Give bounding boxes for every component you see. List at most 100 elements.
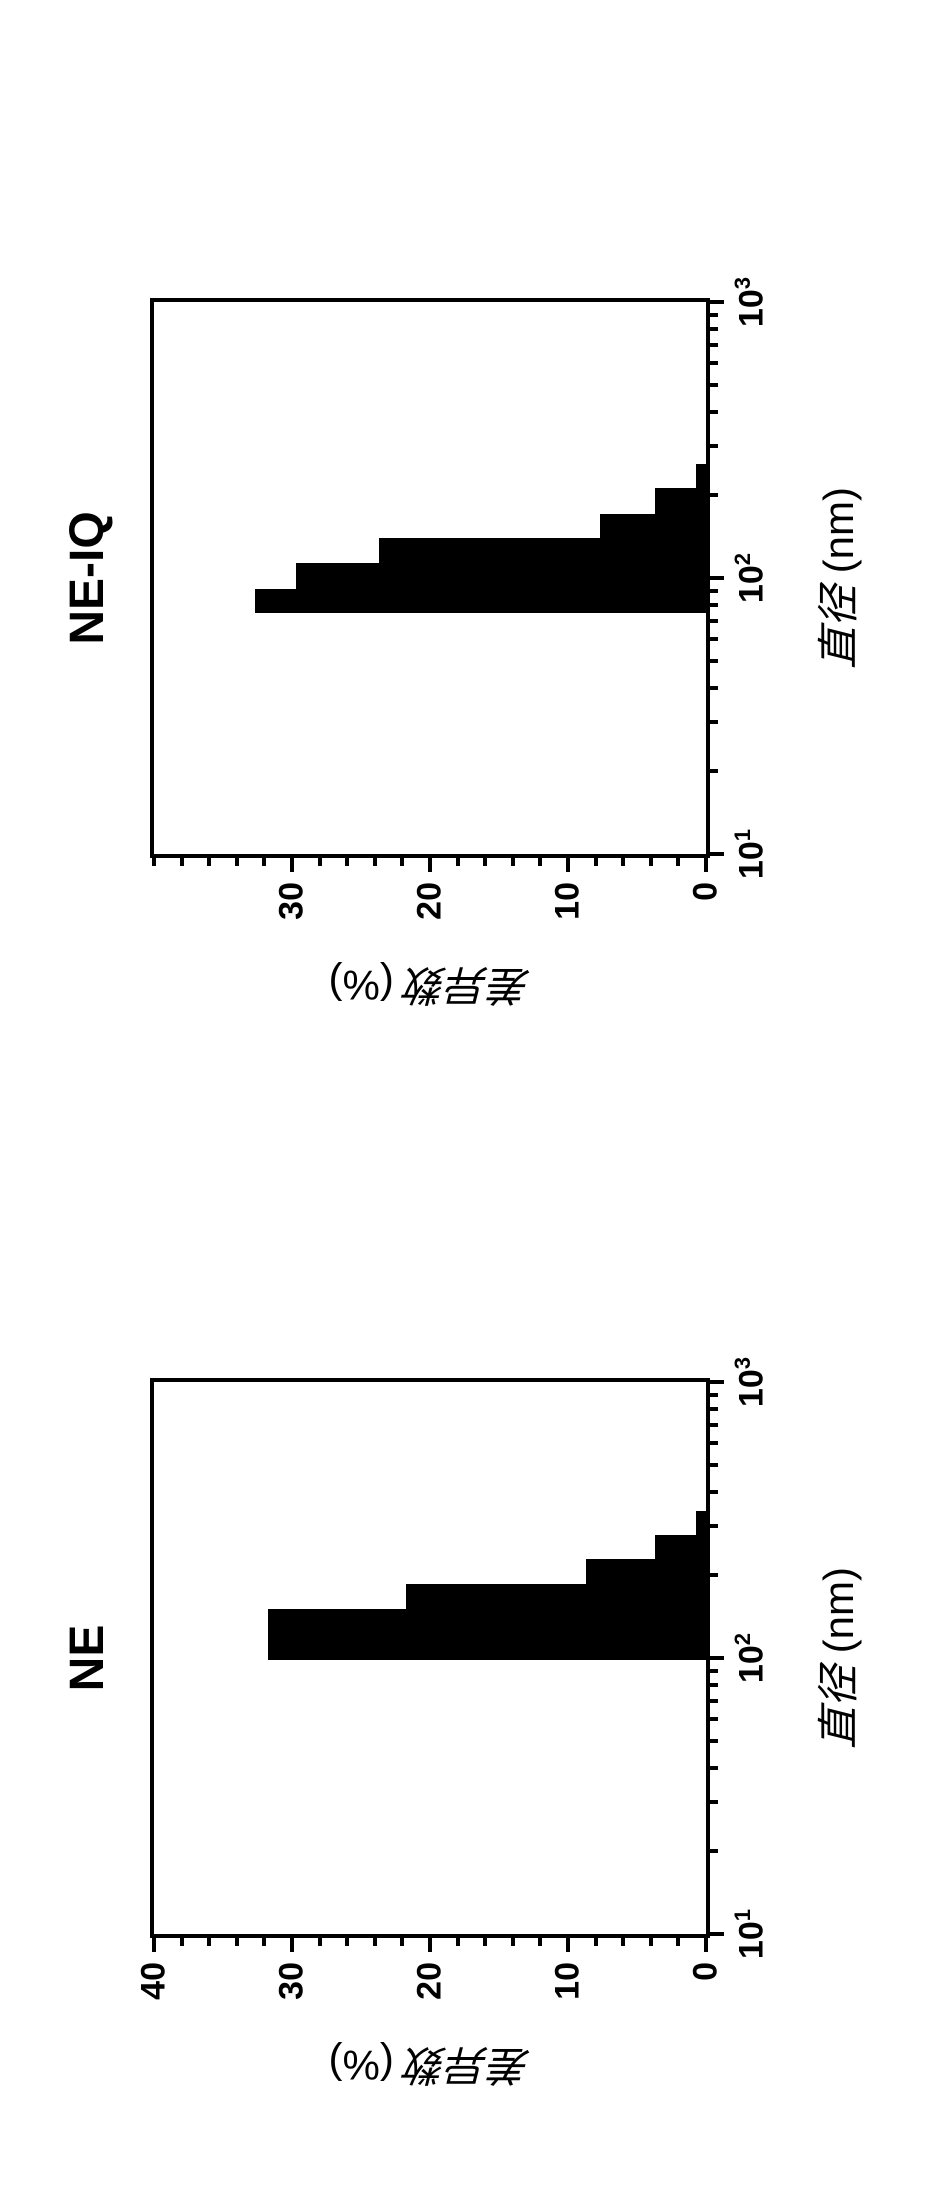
x-tick-label: 102 xyxy=(730,1633,771,1683)
y-minor-tick xyxy=(400,858,404,866)
x-minor-tick xyxy=(710,637,718,641)
x-tick-label: 101 xyxy=(730,1909,771,1959)
y-minor-tick xyxy=(318,1938,322,1946)
y-minor-tick xyxy=(152,1938,156,1946)
y-minor-tick xyxy=(400,1938,404,1946)
y-minor-tick xyxy=(345,1938,349,1946)
x-tick-label: 102 xyxy=(730,553,771,603)
y-minor-tick xyxy=(704,858,708,866)
y-minor-tick xyxy=(373,1938,377,1946)
y-minor-tick xyxy=(235,858,239,866)
y-minor-tick xyxy=(428,1938,432,1946)
y-minor-tick xyxy=(594,1938,598,1946)
x-minor-tick xyxy=(710,410,718,414)
histogram-bar xyxy=(406,1584,710,1610)
x-minor-tick xyxy=(710,589,718,593)
x-minor-tick xyxy=(710,1490,718,1494)
y-tick-label: 20 xyxy=(411,882,450,920)
x-minor-tick xyxy=(710,493,718,497)
y-tick-label: 40 xyxy=(135,1962,174,2000)
x-tick-label: 103 xyxy=(730,277,771,327)
x-tick-label: 101 xyxy=(730,829,771,879)
x-axis-label: 直径 (nm) xyxy=(805,1567,866,1749)
x-minor-tick xyxy=(710,1739,718,1743)
y-axis-label: 差异数 (%) xyxy=(328,2038,531,2099)
y-minor-tick xyxy=(207,858,211,866)
x-minor-tick xyxy=(710,1717,718,1721)
y-axis-label: 差异数 (%) xyxy=(328,958,531,1019)
histogram-bar xyxy=(268,1609,710,1637)
y-minor-tick xyxy=(566,858,570,866)
y-minor-tick xyxy=(566,1938,570,1946)
x-minor-tick xyxy=(710,1423,718,1427)
x-tick xyxy=(710,576,724,580)
x-minor-tick xyxy=(710,659,718,663)
y-minor-tick xyxy=(649,1938,653,1946)
x-minor-tick xyxy=(710,1683,718,1687)
x-tick xyxy=(710,1932,724,1936)
x-minor-tick xyxy=(710,1463,718,1467)
x-minor-tick xyxy=(710,603,718,607)
chart-title: NE xyxy=(60,1625,115,1692)
x-minor-tick xyxy=(710,1699,718,1703)
x-tick-label: 103 xyxy=(730,1357,771,1407)
y-tick-label: 20 xyxy=(411,1962,450,2000)
histogram-bar xyxy=(379,538,710,563)
x-minor-tick xyxy=(710,327,718,331)
plot-area xyxy=(150,298,710,858)
y-minor-tick xyxy=(318,858,322,866)
x-tick xyxy=(710,1656,724,1660)
y-minor-tick xyxy=(428,858,432,866)
y-minor-tick xyxy=(511,1938,515,1946)
histogram-bar xyxy=(696,464,710,488)
y-tick-label: 10 xyxy=(549,1962,588,2000)
histogram-bar xyxy=(296,563,710,590)
histogram-bar xyxy=(696,1511,710,1535)
y-minor-tick xyxy=(235,1938,239,1946)
x-minor-tick xyxy=(710,1800,718,1804)
x-minor-tick xyxy=(710,769,718,773)
y-tick-label: 10 xyxy=(549,882,588,920)
x-tick xyxy=(710,852,724,856)
x-minor-tick xyxy=(710,1524,718,1528)
x-minor-tick xyxy=(710,1573,718,1577)
x-minor-tick xyxy=(710,444,718,448)
y-tick-label: 0 xyxy=(687,882,726,901)
x-minor-tick xyxy=(710,1441,718,1445)
histogram-bar xyxy=(655,488,710,514)
x-minor-tick xyxy=(710,361,718,365)
plot-area xyxy=(150,1378,710,1938)
x-minor-tick xyxy=(710,383,718,387)
y-minor-tick xyxy=(207,1938,211,1946)
histogram-bar xyxy=(586,1560,710,1584)
y-minor-tick xyxy=(290,858,294,866)
x-tick xyxy=(710,300,724,304)
chart-title: NE-IQ xyxy=(60,511,115,644)
y-tick-label: 30 xyxy=(273,1962,312,2000)
y-minor-tick xyxy=(594,858,598,866)
y-minor-tick xyxy=(621,1938,625,1946)
y-minor-tick xyxy=(676,858,680,866)
y-minor-tick xyxy=(262,858,266,866)
y-minor-tick xyxy=(345,858,349,866)
y-minor-tick xyxy=(152,858,156,866)
y-minor-tick xyxy=(180,1938,184,1946)
y-minor-tick xyxy=(511,858,515,866)
histogram-bar xyxy=(655,1535,710,1560)
y-minor-tick xyxy=(676,1938,680,1946)
y-tick-label: 0 xyxy=(687,1962,726,1981)
x-minor-tick xyxy=(710,1849,718,1853)
y-minor-tick xyxy=(704,1938,708,1946)
y-minor-tick xyxy=(483,858,487,866)
y-minor-tick xyxy=(649,858,653,866)
x-tick xyxy=(710,1380,724,1384)
x-minor-tick xyxy=(710,720,718,724)
histogram-bar xyxy=(268,1637,710,1660)
y-minor-tick xyxy=(290,1938,294,1946)
x-minor-tick xyxy=(710,343,718,347)
y-minor-tick xyxy=(538,1938,542,1946)
x-minor-tick xyxy=(710,1393,718,1397)
x-minor-tick xyxy=(710,1669,718,1673)
x-minor-tick xyxy=(710,1766,718,1770)
y-tick-label: 30 xyxy=(273,882,312,920)
